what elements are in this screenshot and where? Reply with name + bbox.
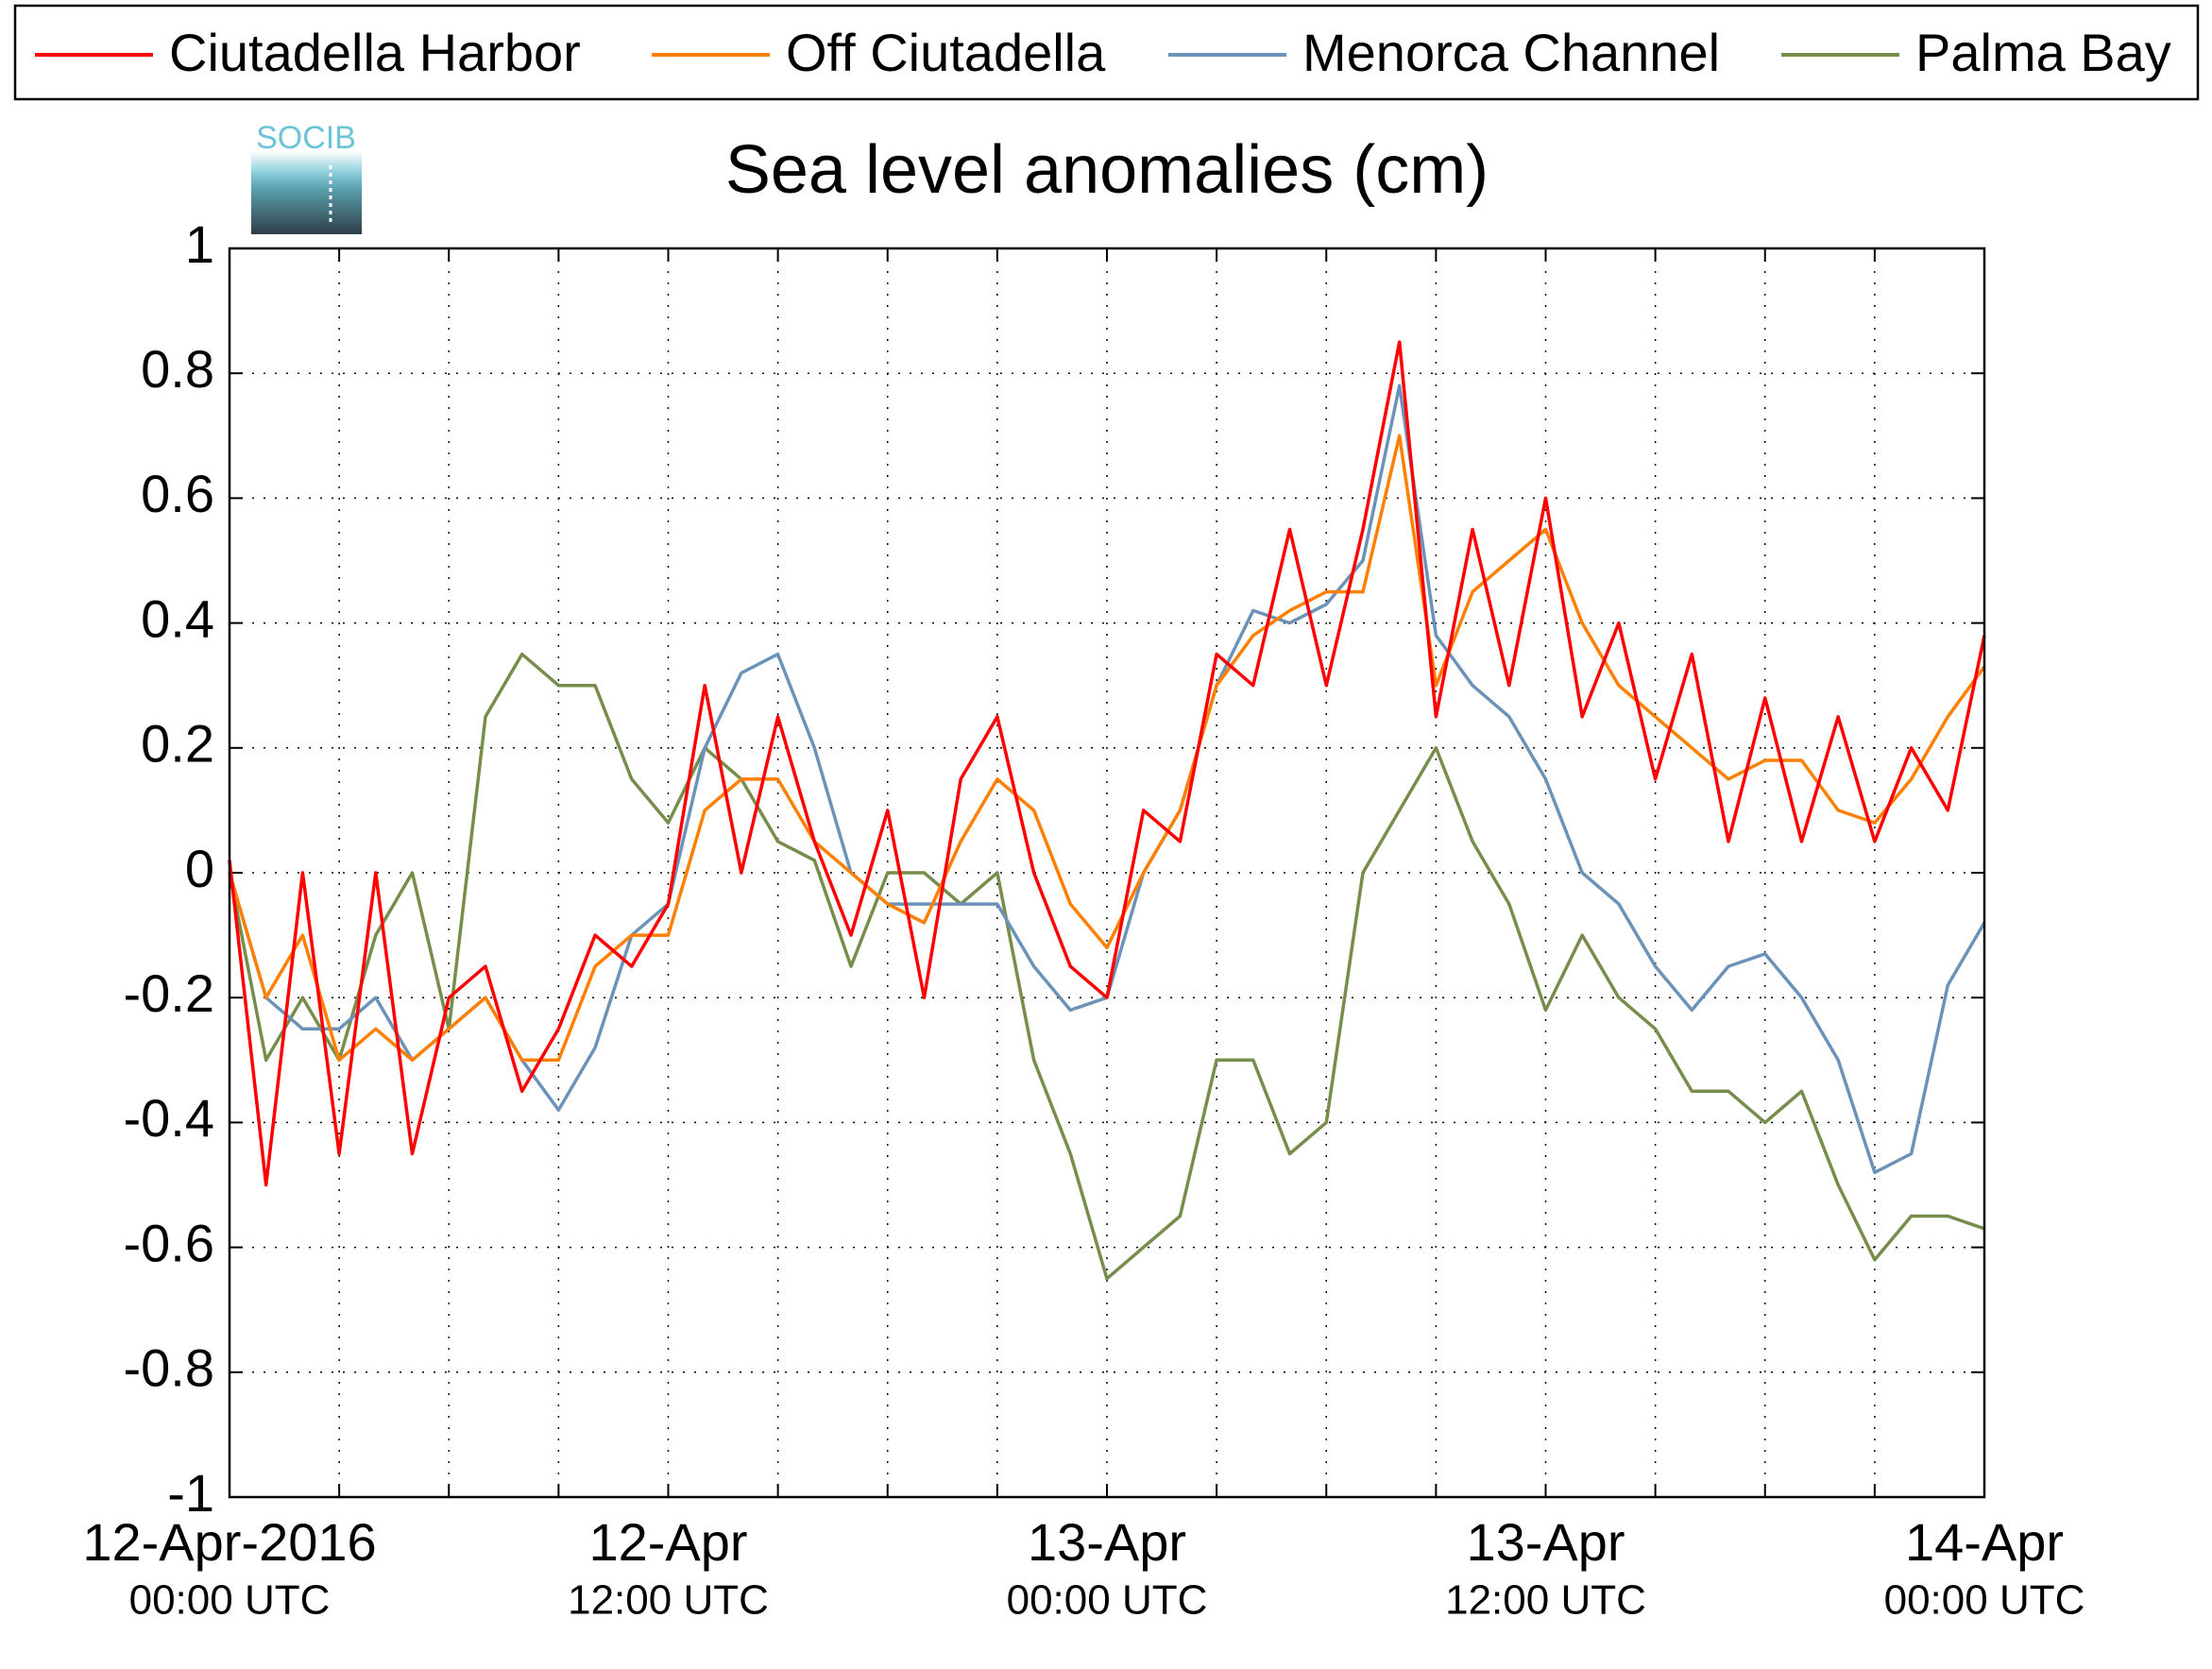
plot-frame <box>228 247 1986 1499</box>
series-line <box>228 652 1985 1281</box>
y-tick-label: 0 <box>185 839 214 898</box>
logo-text: SOCIB <box>256 120 356 156</box>
series-line <box>228 340 1986 1187</box>
y-tick-label: 1 <box>185 214 214 274</box>
x-tick-label: 13-Apr <box>1028 1512 1186 1572</box>
y-tick-label: -0.6 <box>124 1213 215 1272</box>
y-tick-label: -0.2 <box>124 963 215 1023</box>
legend-box <box>13 4 2200 101</box>
y-tick-label: 0.2 <box>141 714 214 774</box>
y-tick-label: 0.6 <box>141 464 214 523</box>
x-tick-sublabel: 00:00 UTC <box>1007 1577 1208 1624</box>
y-tick-label: 0.8 <box>141 339 214 399</box>
legend-label: Ciutadella Harbor <box>169 23 581 82</box>
y-tick-label: 0.4 <box>141 588 214 648</box>
logo-image <box>251 151 362 234</box>
x-tick-sublabel: 00:00 UTC <box>1884 1577 2085 1624</box>
chart-title: Sea level anomalies (cm) <box>725 132 1489 208</box>
x-tick-label: 12-Apr <box>588 1512 747 1572</box>
x-tick-label: 13-Apr <box>1466 1512 1625 1572</box>
y-tick-label: -0.4 <box>124 1088 215 1148</box>
y-tick-label: -1 <box>167 1463 214 1523</box>
series-line <box>228 434 1986 1063</box>
x-tick-label: 12-Apr-2016 <box>82 1512 376 1572</box>
logo: SOCIB <box>251 120 362 234</box>
legend-label: Menorca Channel <box>1302 23 1720 82</box>
x-tick-sublabel: 12:00 UTC <box>1445 1577 1646 1624</box>
x-tick-sublabel: 12:00 UTC <box>568 1577 769 1624</box>
legend-label: Off Ciutadella <box>786 23 1106 82</box>
y-tick-label: -0.8 <box>124 1338 215 1398</box>
legend-label: Palma Bay <box>1915 23 2171 82</box>
x-tick-sublabel: 00:00 UTC <box>129 1577 331 1624</box>
x-tick-label: 14-Apr <box>1905 1512 2064 1572</box>
